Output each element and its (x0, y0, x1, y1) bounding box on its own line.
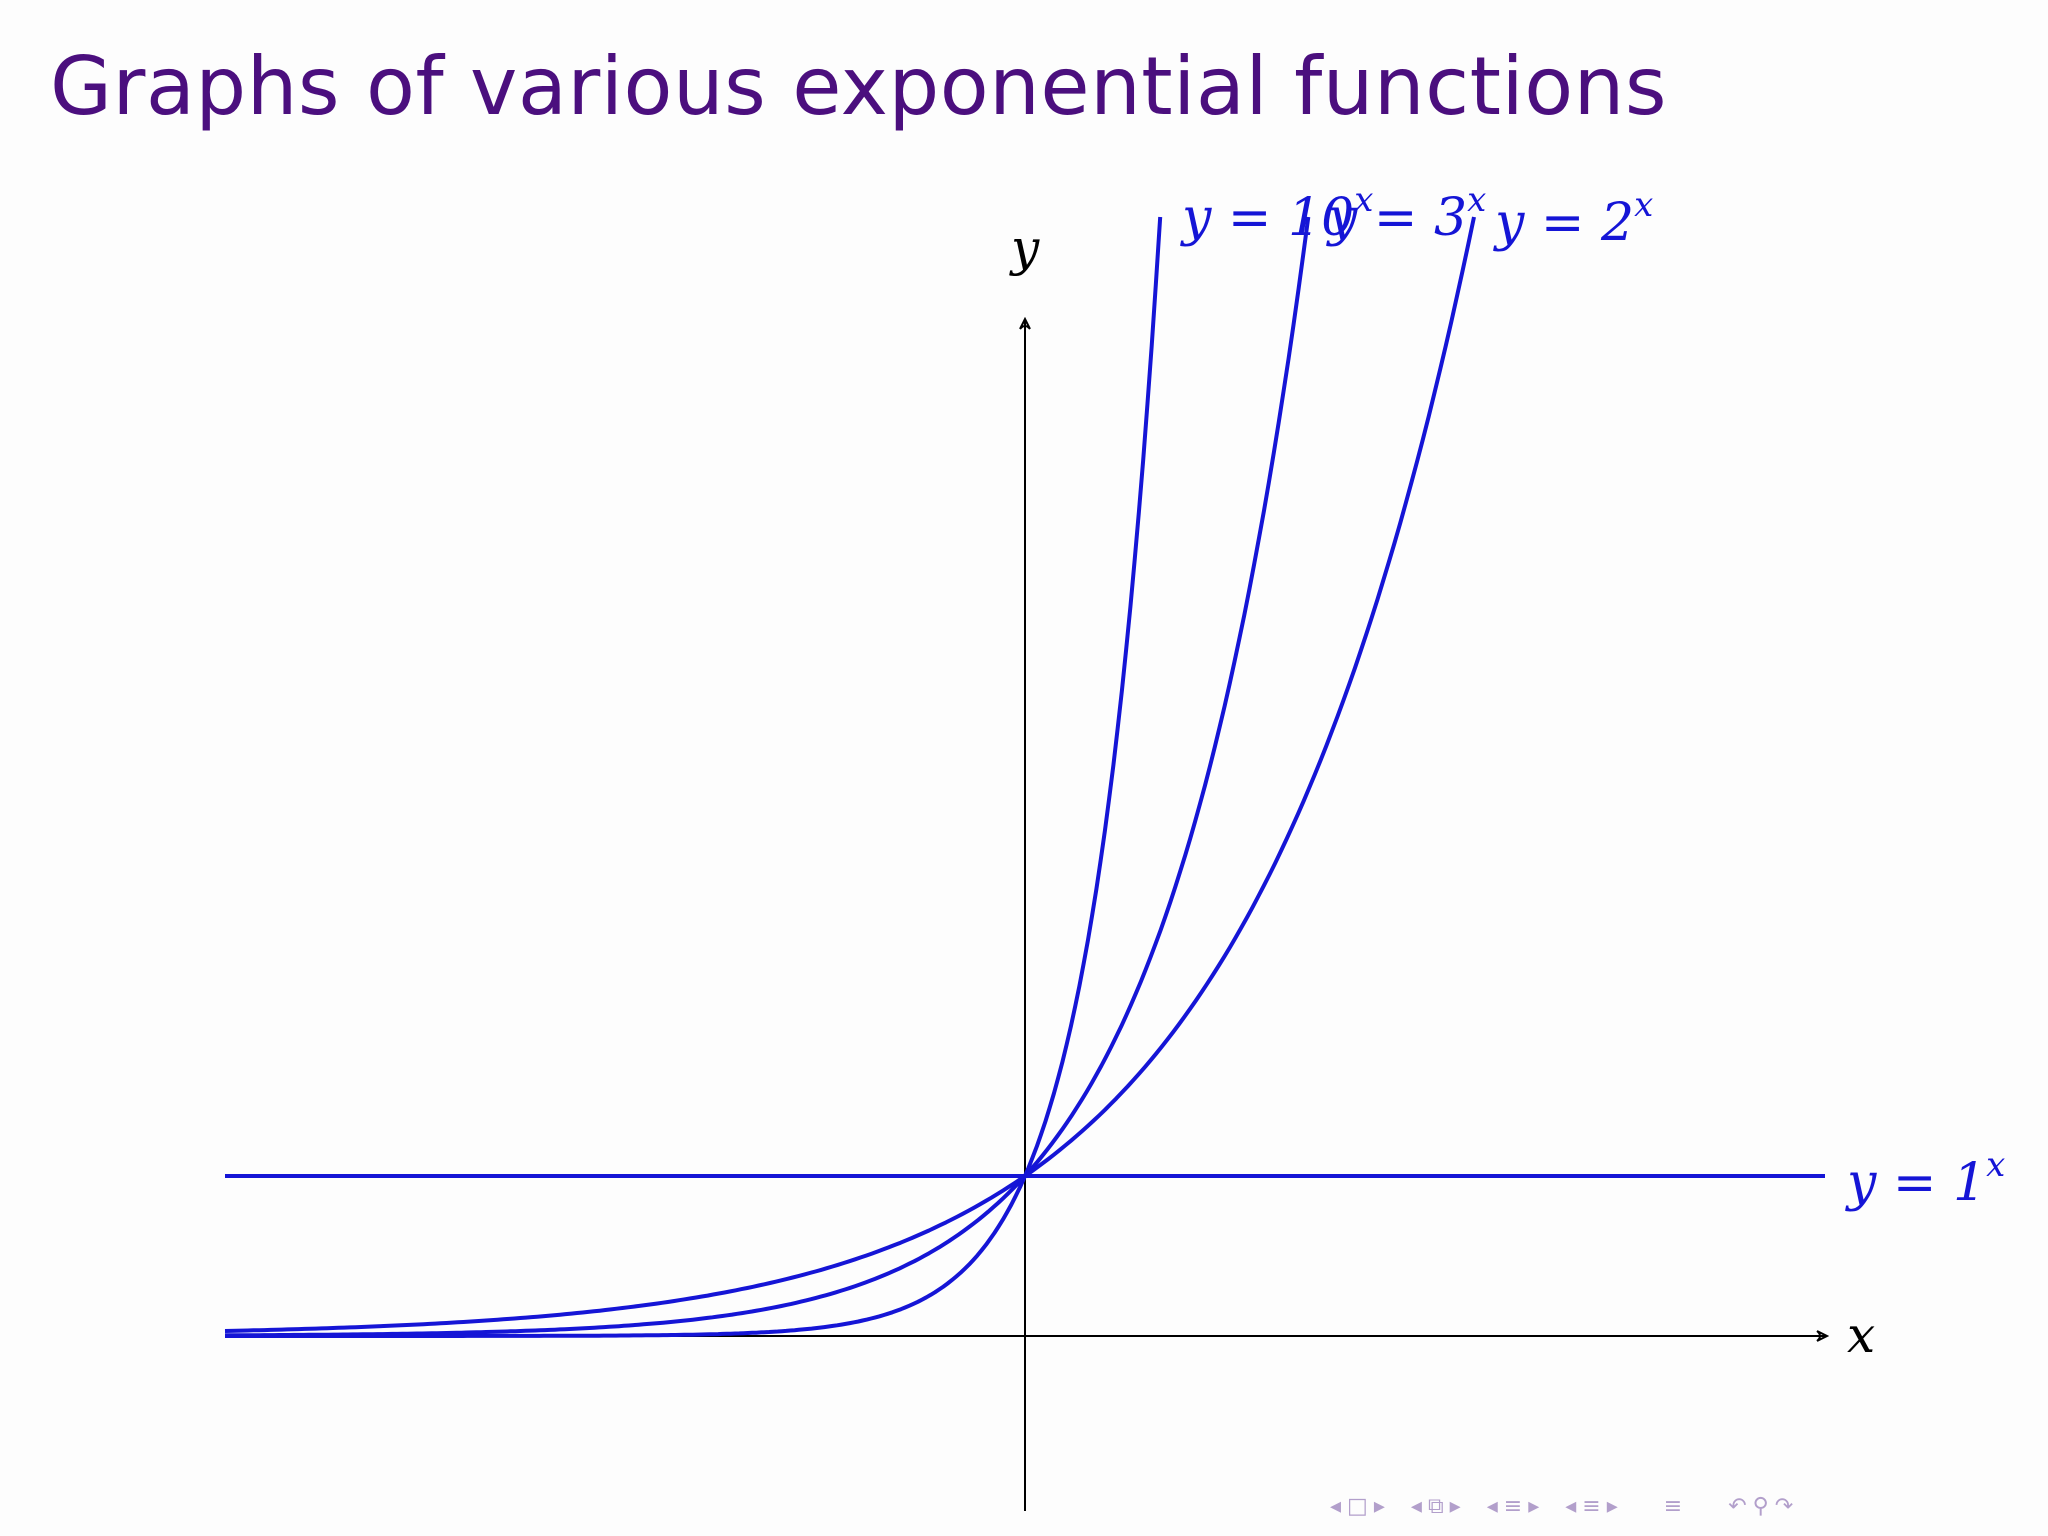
y-axis-label: y (1009, 219, 1040, 277)
nav-redo-icon[interactable]: ↷ (1774, 1493, 1794, 1519)
nav-prev-arrow-icon[interactable]: ◂ (1565, 1493, 1577, 1519)
series-line-base-2 (224, 216, 1476, 1333)
nav-undo-icon[interactable]: ↶ (1728, 1493, 1747, 1519)
series-label-2: y = 3x (1326, 180, 1486, 248)
series-label-3: y = 2x (1493, 185, 1653, 253)
nav-prev-arrow-icon[interactable]: ◂ (1410, 1493, 1422, 1519)
nav-subsection-icon[interactable]: ⧉ (1427, 1493, 1444, 1519)
slide-title: Graphs of various exponential functions (50, 40, 1668, 133)
nav-search-icon[interactable]: ⚲ (1752, 1493, 1769, 1519)
series-label-4: y = 1x (1845, 1145, 2005, 1213)
nav-prev-arrow-icon[interactable]: ◂ (1330, 1493, 1342, 1519)
nav-section-icon[interactable]: ≡ (1582, 1493, 1601, 1519)
nav-section-icon[interactable]: ≡ (1503, 1493, 1523, 1519)
beamer-navigation-bar[interactable]: ◂ □ ▸ ◂ ⧉ ▸ ◂ ≡ ▸ ◂ ≡ ▸ ≡ ↶ ⚲ ↷ (1330, 1490, 1793, 1522)
nav-next-arrow-icon[interactable]: ▸ (1606, 1493, 1618, 1519)
nav-next-arrow-icon[interactable]: ▸ (1528, 1493, 1540, 1519)
nav-document-icon[interactable]: ≡ (1663, 1493, 1683, 1519)
series-line-base-10 (225, 216, 1163, 1338)
series-label-1: y = 10x (1180, 180, 1373, 248)
nav-next-arrow-icon[interactable]: ▸ (1373, 1493, 1385, 1519)
series-group (224, 216, 1825, 1338)
nav-frame-icon[interactable]: □ (1347, 1493, 1368, 1519)
nav-next-arrow-icon[interactable]: ▸ (1449, 1493, 1461, 1519)
series-line-base-3 (225, 216, 1311, 1338)
x-axis-label: x (1847, 1306, 1875, 1364)
nav-prev-arrow-icon[interactable]: ◂ (1486, 1493, 1498, 1519)
